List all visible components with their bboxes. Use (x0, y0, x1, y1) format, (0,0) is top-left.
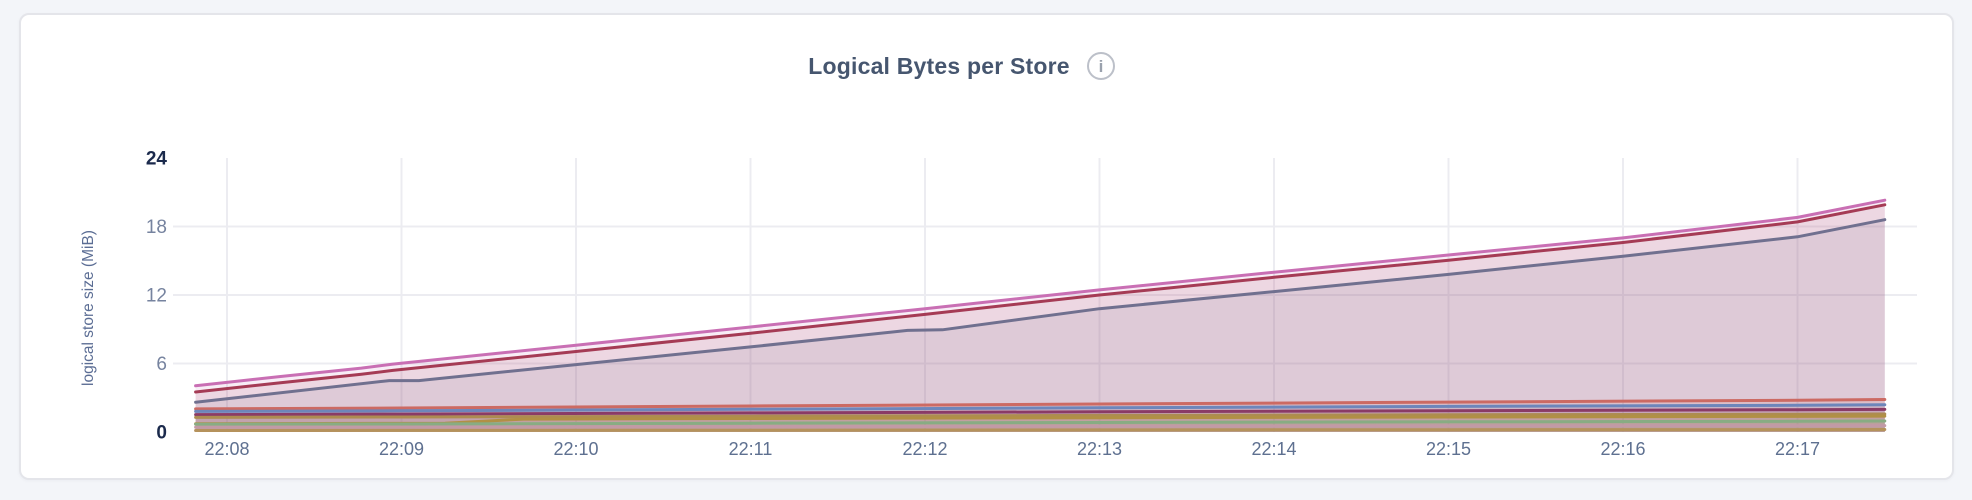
y-axis-title: logical store size (MiB) (80, 230, 97, 386)
series-line-store-3 (194, 218, 1887, 404)
y-axis-tick-labels: 24 18 12 6 0 (146, 149, 168, 444)
series-line-store-1 (194, 198, 1887, 388)
chart-header: Logical Bytes per Store i (0, 51, 1948, 81)
series-line-store-2 (194, 203, 1887, 394)
x-axis-tick-22:15: 22:15 (1426, 439, 1471, 459)
x-axis-tick-22:12: 22:12 (902, 439, 947, 459)
x-axis-tick-22:10: 22:10 (553, 439, 598, 459)
y-axis-tick-6: 6 (156, 354, 167, 375)
y-axis-tick-18: 18 (146, 217, 167, 238)
info-icon-graphic: i (1086, 52, 1115, 80)
chart-title: Logical Bytes per Store (808, 52, 1070, 79)
chart-card: Logical Bytes per Store i 24 18 12 6 0 22:08… (19, 13, 1954, 480)
series-line-store-4 (194, 398, 1887, 411)
series-area-store-2 (195, 204, 1885, 432)
x-axis-tick-22:14: 22:14 (1251, 439, 1296, 459)
series-line-store-5 (194, 403, 1887, 413)
series-line-store-10 (194, 424, 1887, 429)
y-axis-tick-12: 12 (146, 286, 167, 307)
info-icon-glyph: i (1098, 57, 1103, 76)
y-axis-tick-24: 24 (146, 149, 168, 170)
x-axis-tick-22:13: 22:13 (1077, 439, 1122, 459)
x-axis-tick-22:16: 22:16 (1600, 439, 1645, 459)
x-axis-tick-22:17: 22:17 (1775, 439, 1820, 459)
series-lines (194, 198, 1887, 432)
series-line-store-9 (194, 419, 1887, 426)
y-axis-tick-0: 0 (156, 423, 167, 444)
x-axis-tick-22:09: 22:09 (379, 439, 424, 459)
info-icon[interactable]: i (1086, 51, 1116, 81)
series-line-store-6 (194, 407, 1887, 417)
x-axis-tick-22:11: 22:11 (729, 439, 773, 459)
series-area-store-3 (195, 219, 1885, 432)
series-line-store-7 (194, 412, 1887, 419)
info-icon-circle (1086, 52, 1115, 80)
x-axis-tick-labels: 22:08 22:09 22:10 22:11 22:12 22:13 22:14 22:15… (204, 439, 1820, 459)
x-axis-tick-22:08: 22:08 (204, 439, 249, 459)
series-line-store-11 (194, 428, 1887, 432)
